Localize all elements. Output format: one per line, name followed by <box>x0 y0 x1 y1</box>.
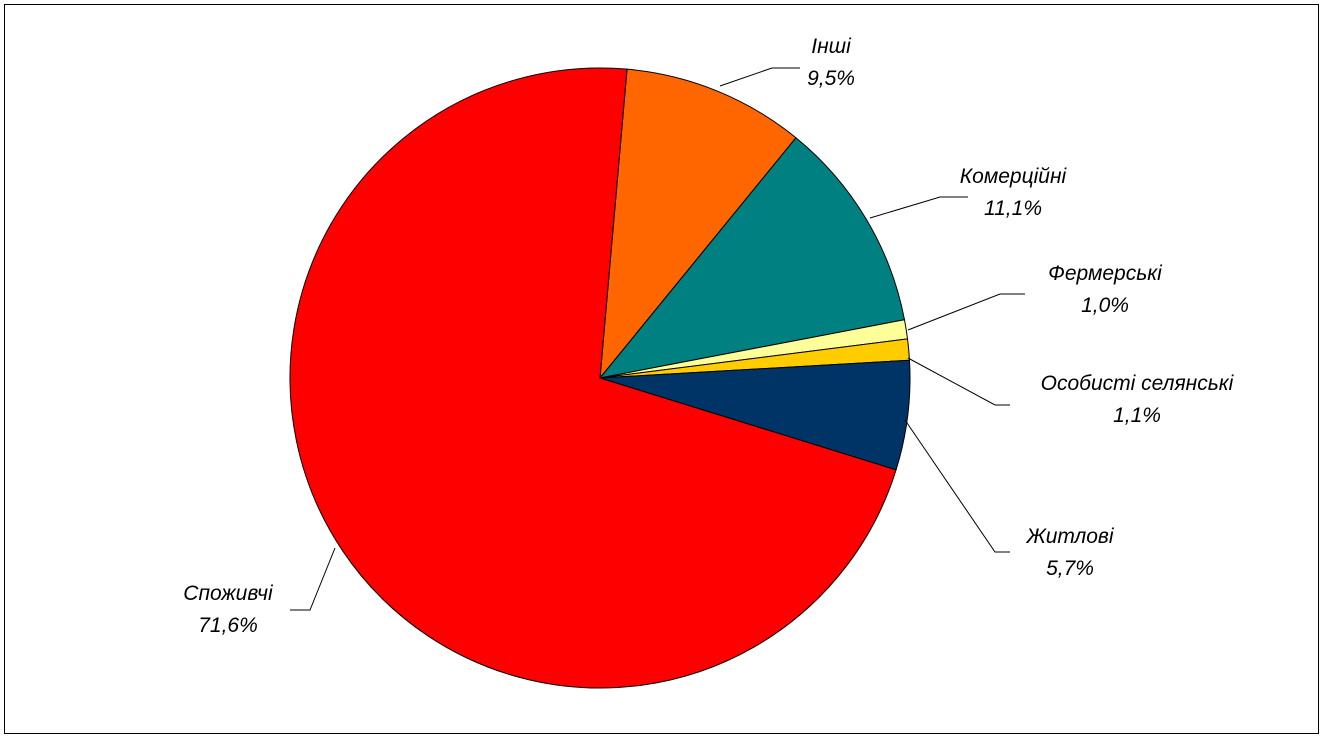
leader-lines <box>290 67 1025 611</box>
leader-line-spozhyvchi <box>290 547 336 611</box>
leader-line-osobysti <box>907 357 1010 406</box>
slice-label-spozhyvchi: Споживчі <box>183 582 274 605</box>
pie-slice-komertsiini <box>598 137 906 379</box>
slice-value-komertsiini: 11,1% <box>984 197 1042 220</box>
slice-value-osobysti: 1,1% <box>1113 404 1161 427</box>
leader-line-zhytlovi <box>904 419 1010 553</box>
slice-label-osobysti: Особисті селянські <box>1041 372 1235 395</box>
slice-value-inshi: 9,5% <box>807 67 855 90</box>
slice-label-zhytlovi: Житлові <box>1025 525 1114 548</box>
pie-slice-spozhyvchi <box>289 67 897 689</box>
leader-line-komertsiini <box>869 196 968 219</box>
pie-slice-inshi <box>599 68 797 380</box>
pie-slices <box>289 67 911 689</box>
slice-labels: Інші 9,5% Комерційні 11,1% Фермерські 1,0% Осо… <box>183 35 1234 637</box>
leader-line-fermerski <box>907 293 1025 331</box>
slice-label-inshi: Інші <box>811 35 852 58</box>
slice-value-fermerski: 1,0% <box>1081 294 1129 317</box>
slice-value-spozhyvchi: 71,6% <box>198 614 258 637</box>
slice-value-zhytlovi: 5,7% <box>1046 557 1094 580</box>
slice-label-fermerski: Фермерські <box>1048 262 1163 285</box>
slice-label-komertsiini: Комерційні <box>960 165 1068 188</box>
leader-line-inshi <box>719 67 800 87</box>
